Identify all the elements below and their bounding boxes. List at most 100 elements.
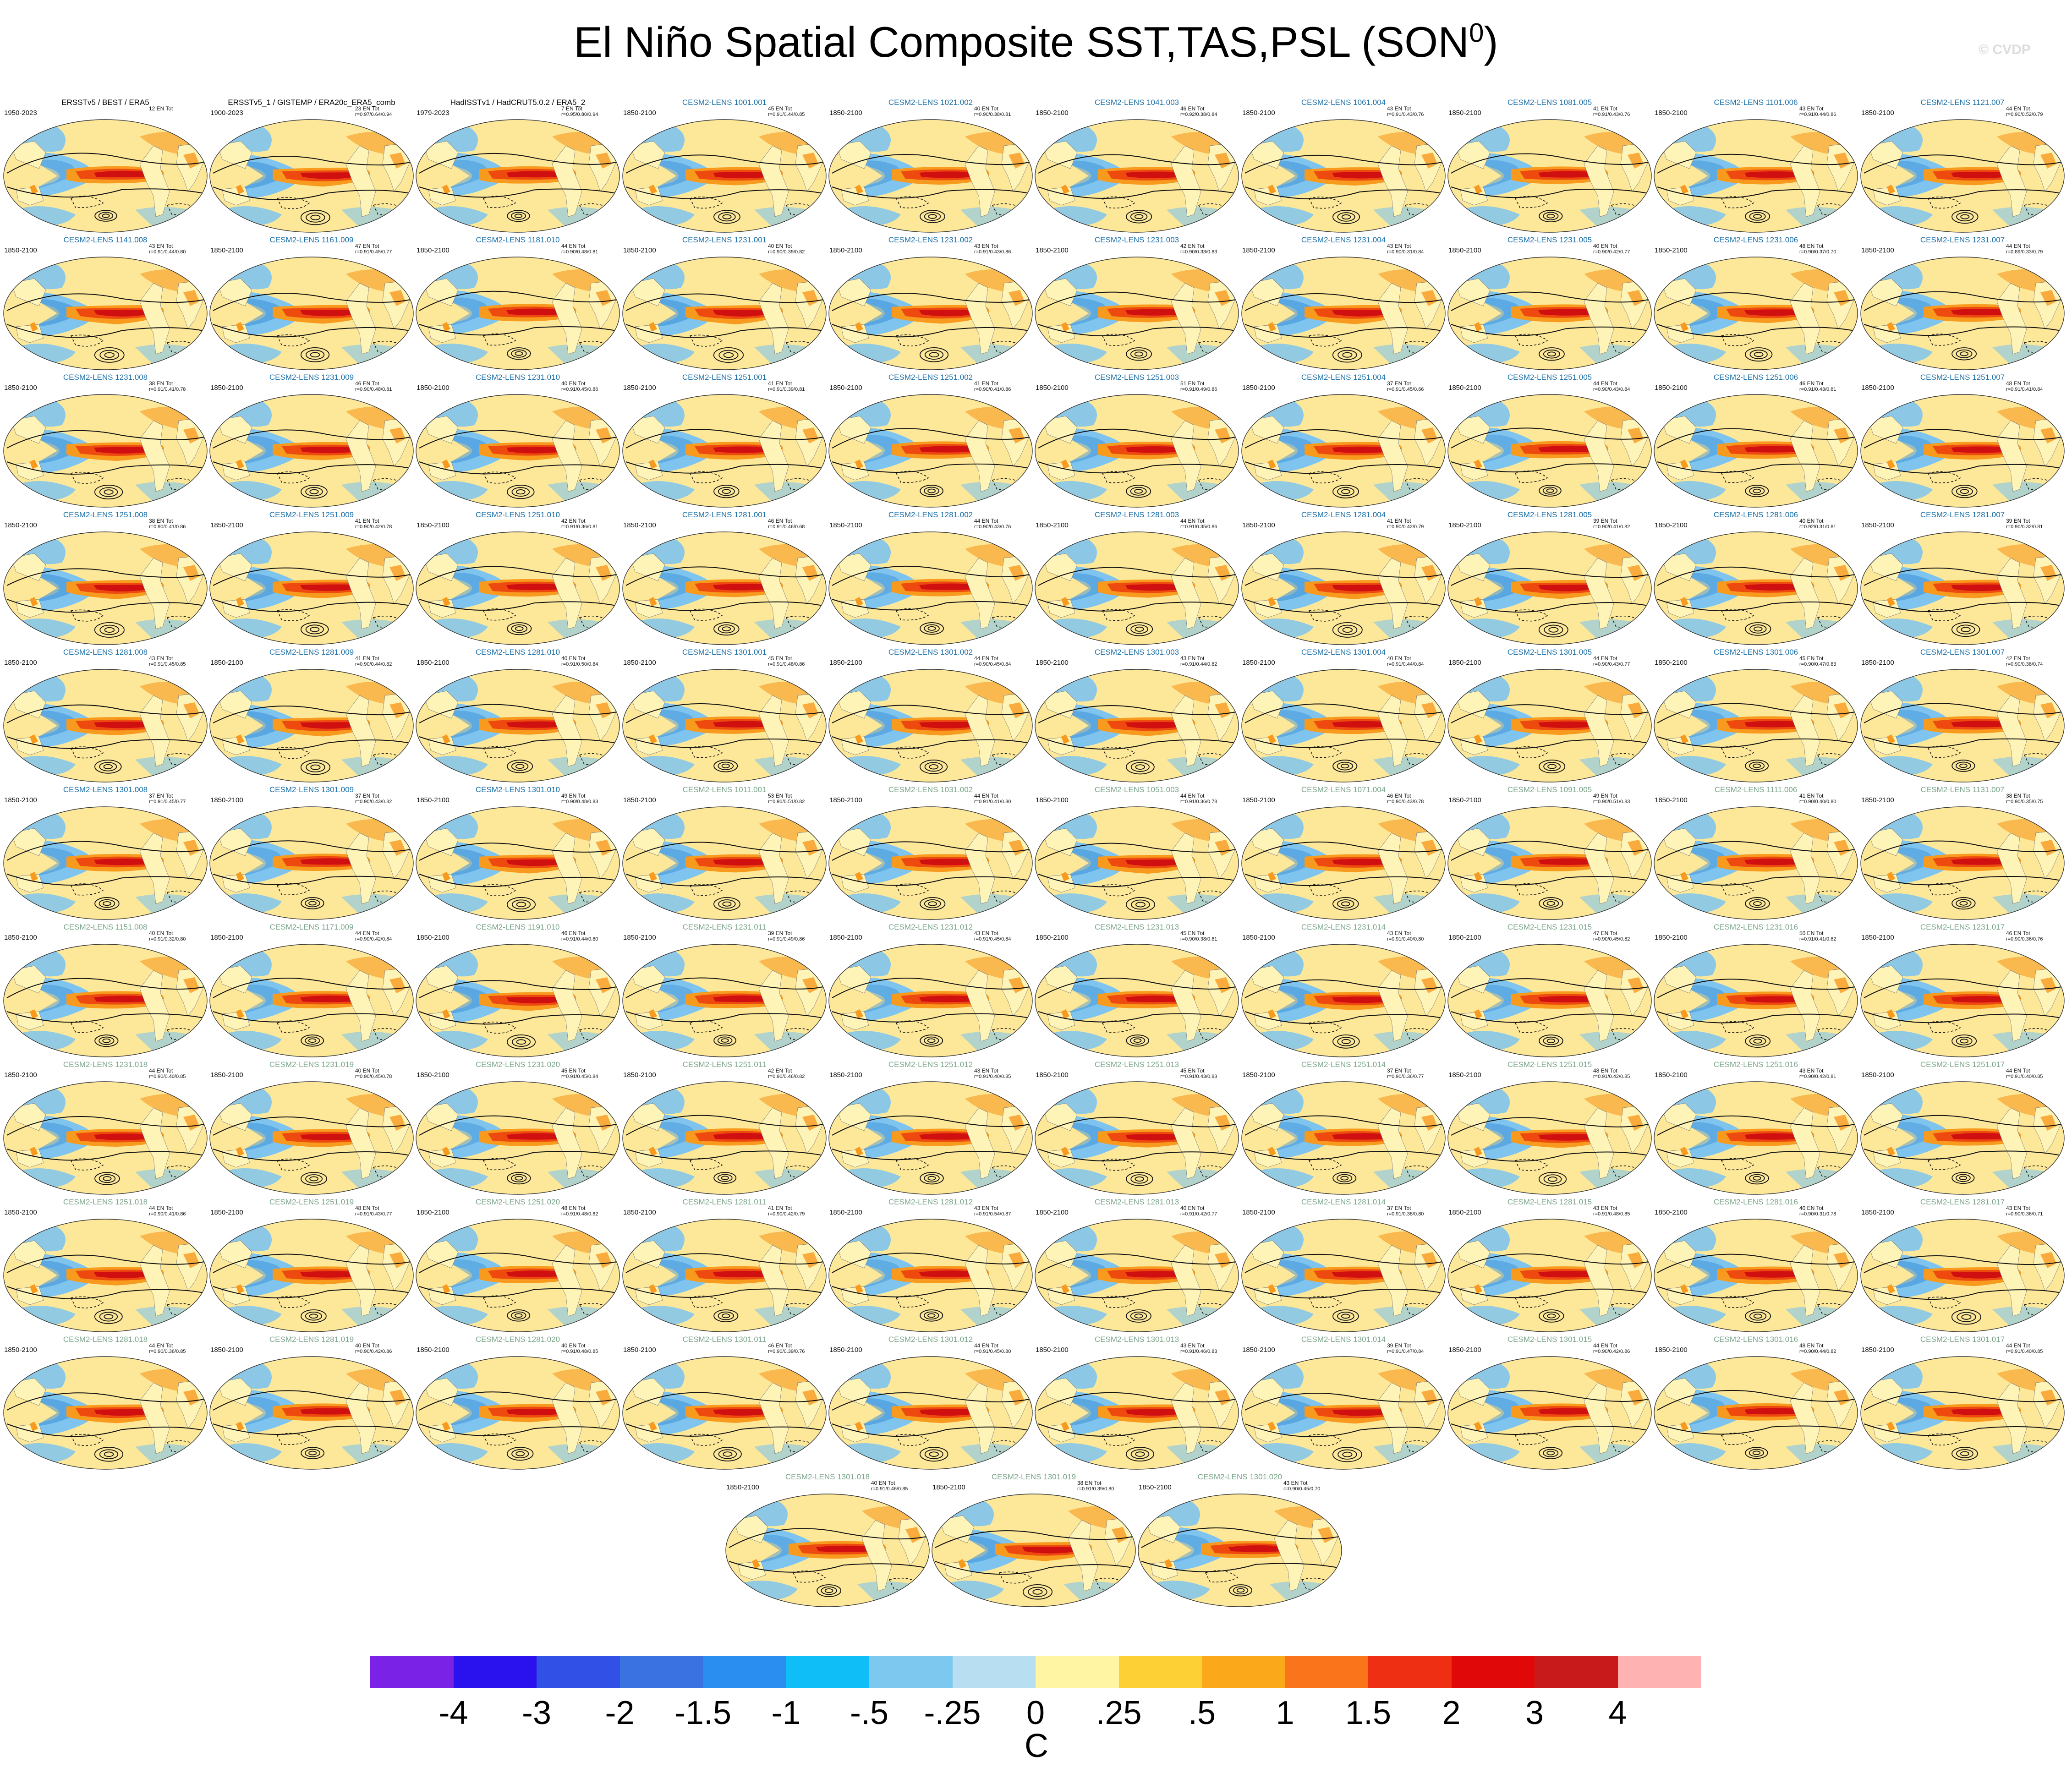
colorbar-swatch bbox=[1118, 1656, 1202, 1688]
map-panel: 1850-2100 CESM2-LENS 1251.008 38 EN Tot … bbox=[2, 509, 208, 647]
panel-event-count: 45 EN Tot bbox=[1180, 930, 1205, 936]
colorbar-tick-label: -1 bbox=[771, 1695, 801, 1731]
panel-pattern-correlation: r=0.90/0.39/0.76 bbox=[768, 1349, 805, 1354]
panel-period: 1850-2100 bbox=[829, 659, 862, 667]
panel-header: 1850-2100 CESM2-LENS 1141.008 43 EN Tot … bbox=[2, 235, 208, 257]
panel-header: 1950-2023 ERSSTv5 / BEST / ERA5 12 EN To… bbox=[2, 97, 208, 120]
panel-period: 1850-2100 bbox=[1861, 109, 1894, 117]
panel-title: CESM2-LENS 1131.007 bbox=[1920, 785, 2005, 794]
panel-event-count: 49 EN Tot bbox=[561, 793, 586, 799]
panel-event-count: 44 EN Tot bbox=[2006, 243, 2030, 249]
panel-period: 1850-2100 bbox=[623, 384, 656, 392]
panel-pattern-correlation: r=0.90/0.31/0.84 bbox=[1387, 249, 1424, 255]
panel-title: CESM2-LENS 1231.016 bbox=[1713, 923, 1798, 931]
panel-title: CESM2-LENS 1231.007 bbox=[1920, 235, 2005, 244]
panel-title: CESM2-LENS 1281.012 bbox=[888, 1198, 973, 1206]
panel-event-count: 46 EN Tot bbox=[1180, 105, 1205, 112]
panel-title: CESM2-LENS 1251.019 bbox=[269, 1198, 354, 1206]
panel-header: 1850-2100 CESM2-LENS 1011.001 53 EN Tot … bbox=[621, 784, 828, 807]
panel-title: CESM2-LENS 1251.017 bbox=[1920, 1060, 2005, 1069]
map-panel: 1850-2100 CESM2-LENS 1231.010 40 EN Tot … bbox=[415, 372, 621, 509]
panel-title: CESM2-LENS 1231.013 bbox=[1094, 923, 1179, 931]
composite-map bbox=[828, 531, 1034, 646]
panel-period: 1850-2100 bbox=[1655, 384, 1688, 392]
panel-title: CESM2-LENS 1231.006 bbox=[1713, 235, 1798, 244]
title-superscript: 0 bbox=[1469, 18, 1484, 48]
panel-header: 1850-2100 CESM2-LENS 1251.017 44 EN Tot … bbox=[1859, 1059, 2066, 1082]
colorbar-swatch bbox=[370, 1656, 454, 1688]
panel-event-count: 43 EN Tot bbox=[1387, 930, 1411, 936]
composite-map bbox=[1034, 531, 1240, 646]
panel-event-count: 43 EN Tot bbox=[1180, 655, 1205, 662]
panel-event-count: 37 EN Tot bbox=[355, 793, 379, 799]
colorbar-swatch bbox=[1535, 1656, 1618, 1688]
composite-map bbox=[415, 1218, 621, 1333]
composite-map bbox=[415, 393, 621, 509]
panel-header: 1850-2100 CESM2-LENS 1091.005 49 EN Tot … bbox=[1447, 784, 1653, 807]
composite-map bbox=[1447, 668, 1653, 783]
colorbar-tick-label: -2 bbox=[605, 1695, 635, 1731]
map-panel: 1850-2100 CESM2-LENS 1301.006 45 EN Tot … bbox=[1653, 647, 1859, 784]
panel-event-count: 43 EN Tot bbox=[974, 930, 998, 936]
composite-map bbox=[1447, 393, 1653, 509]
panel-period: 1850-2100 bbox=[1655, 934, 1688, 941]
panel-title: CESM2-LENS 1061.004 bbox=[1301, 98, 1386, 107]
panel-title: CESM2-LENS 1251.008 bbox=[63, 510, 148, 519]
panel-title: CESM2-LENS 1301.011 bbox=[682, 1335, 767, 1344]
panel-title: CESM2-LENS 1231.012 bbox=[888, 923, 973, 931]
panel-pattern-correlation: r=0.90/0.37/0.70 bbox=[1799, 249, 1836, 255]
colorbar-tick-label: .25 bbox=[1096, 1695, 1142, 1731]
panel-title: CESM2-LENS 1281.001 bbox=[682, 510, 767, 519]
composite-map bbox=[621, 256, 828, 371]
panel-period: 1850-2100 bbox=[4, 1346, 37, 1354]
panel-header: 1850-2100 CESM2-LENS 1281.017 43 EN Tot … bbox=[1859, 1197, 2066, 1220]
panel-header: 1850-2100 CESM2-LENS 1281.019 40 EN Tot … bbox=[208, 1334, 415, 1357]
panel-pattern-correlation: r=0.90/0.40/0.85 bbox=[149, 1074, 186, 1079]
map-panel: 1850-2100 CESM2-LENS 1281.004 41 EN Tot … bbox=[1240, 509, 1447, 647]
panel-header: 1850-2100 CESM2-LENS 1301.017 44 EN Tot … bbox=[1859, 1334, 2066, 1357]
panel-period: 1850-2100 bbox=[417, 1209, 449, 1216]
panel-event-count: 43 EN Tot bbox=[974, 243, 998, 249]
panel-period: 1850-2100 bbox=[829, 246, 862, 254]
map-panel: 1850-2100 CESM2-LENS 1281.009 41 EN Tot … bbox=[208, 647, 415, 784]
panel-title: CESM2-LENS 1251.007 bbox=[1920, 373, 2005, 382]
panel-period: 1979-2023 bbox=[417, 109, 449, 117]
panel-event-count: 39 EN Tot bbox=[1387, 1342, 1411, 1349]
panel-period: 1850-2100 bbox=[417, 1071, 449, 1079]
composite-map bbox=[1653, 531, 1859, 646]
panel-header: 1850-2100 CESM2-LENS 1191.010 46 EN Tot … bbox=[415, 922, 621, 945]
panel-pattern-correlation: r=0.90/0.51/0.82 bbox=[768, 799, 805, 804]
map-panel: 1850-2100 CESM2-LENS 1251.012 43 EN Tot … bbox=[828, 1059, 1034, 1197]
panel-pattern-correlation: r=0.92/0.31/0.81 bbox=[1799, 524, 1836, 530]
panel-header: 1850-2100 CESM2-LENS 1301.003 43 EN Tot … bbox=[1034, 647, 1240, 670]
panel-header: 1850-2100 CESM2-LENS 1081.005 41 EN Tot … bbox=[1447, 97, 1653, 120]
map-panel: 1850-2100 CESM2-LENS 1281.005 39 EN Tot … bbox=[1447, 509, 1653, 647]
panel-pattern-correlation: r=0.91/0.36/0.81 bbox=[561, 524, 598, 530]
map-panel: 1850-2100 CESM2-LENS 1301.002 44 EN Tot … bbox=[828, 647, 1034, 784]
panel-period: 1850-2100 bbox=[829, 109, 862, 117]
panel-event-count: 47 EN Tot bbox=[355, 243, 379, 249]
panel-event-count: 37 EN Tot bbox=[1387, 380, 1411, 387]
panel-title: CESM2-LENS 1301.016 bbox=[1713, 1335, 1798, 1344]
panel-pattern-correlation: r=0.91/0.48/0.82 bbox=[561, 1211, 598, 1217]
panel-header: 1850-2100 CESM2-LENS 1301.001 45 EN Tot … bbox=[621, 647, 828, 670]
panel-pattern-correlation: r=0.91/0.48/0.85 bbox=[561, 1349, 598, 1354]
composite-map bbox=[208, 805, 415, 921]
panel-title: CESM2-LENS 1301.010 bbox=[475, 785, 560, 794]
map-panel: 1850-2100 CESM2-LENS 1001.001 45 EN Tot … bbox=[621, 97, 828, 235]
composite-map bbox=[2, 668, 208, 783]
panel-header: 1850-2100 CESM2-LENS 1281.006 40 EN Tot … bbox=[1653, 509, 1859, 532]
panel-title: CESM2-LENS 1231.009 bbox=[269, 373, 354, 382]
panel-header: 1850-2100 CESM2-LENS 1281.007 39 EN Tot … bbox=[1859, 509, 2066, 532]
panel-period: 1850-2100 bbox=[210, 521, 243, 529]
composite-map bbox=[1240, 1080, 1447, 1196]
composite-map bbox=[415, 1355, 621, 1471]
panel-period: 1850-2100 bbox=[623, 109, 656, 117]
panel-title: CESM2-LENS 1251.001 bbox=[682, 373, 767, 382]
panel-pattern-correlation: r=0.91/0.43/0.77 bbox=[355, 1211, 392, 1217]
panel-title: CESM2-LENS 1301.014 bbox=[1301, 1335, 1386, 1344]
panel-event-count: 44 EN Tot bbox=[149, 1342, 173, 1349]
composite-map bbox=[415, 531, 621, 646]
colorbar-tick-label: -.5 bbox=[850, 1695, 889, 1731]
panel-header: 1850-2100 CESM2-LENS 1101.006 43 EN Tot … bbox=[1653, 97, 1859, 120]
